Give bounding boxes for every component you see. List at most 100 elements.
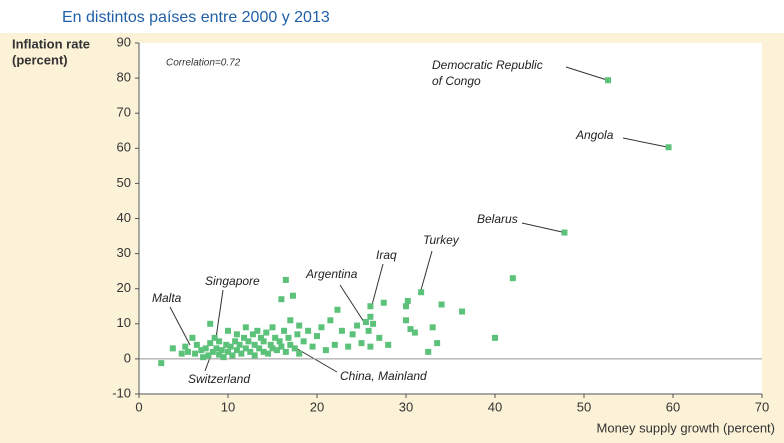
- x-tick-label: 50: [577, 399, 591, 414]
- leader-line: [622, 137, 668, 148]
- point: [367, 313, 374, 320]
- y-tick-label: 70: [117, 105, 131, 120]
- point: [367, 303, 374, 310]
- point: [322, 347, 329, 354]
- point: [189, 334, 196, 341]
- point: [338, 327, 345, 334]
- annotation: Belarus: [477, 212, 518, 226]
- point: [331, 341, 338, 348]
- point: [220, 354, 227, 361]
- leader-line: [215, 289, 224, 339]
- point: [251, 352, 258, 359]
- y-axis-label: (percent): [12, 52, 68, 67]
- leader-line: [169, 306, 191, 346]
- leader-line: [339, 284, 365, 323]
- point: [418, 289, 425, 296]
- point: [296, 322, 303, 329]
- point: [380, 299, 387, 306]
- point: [492, 334, 498, 341]
- point: [345, 343, 352, 350]
- point: [192, 350, 199, 357]
- point: [207, 320, 214, 327]
- point: [241, 334, 248, 341]
- annotation: Singapore: [205, 274, 260, 288]
- point: [287, 341, 294, 348]
- point: [269, 345, 276, 352]
- y-tick-label: -10: [112, 385, 131, 400]
- point: [278, 296, 285, 303]
- point: [202, 345, 209, 352]
- point: [411, 329, 418, 336]
- point: [358, 340, 365, 347]
- point: [232, 338, 239, 345]
- x-axis-label: Money supply growth (percent): [597, 420, 775, 435]
- point: [256, 345, 263, 352]
- point: [429, 324, 436, 331]
- point: [249, 331, 256, 338]
- x-tick-label: 0: [135, 399, 142, 414]
- point: [282, 276, 289, 283]
- point: [385, 341, 392, 348]
- annotation: Turkey: [423, 233, 460, 247]
- point: [223, 341, 230, 348]
- point: [254, 327, 261, 334]
- x-tick-label: 60: [666, 399, 680, 414]
- point: [285, 334, 292, 341]
- point: [211, 334, 218, 341]
- point: [260, 338, 267, 345]
- point: [238, 350, 245, 357]
- annotations: Democratic Republic of Congo Angola Bela…: [152, 58, 668, 386]
- annotation: Democratic Republic: [432, 58, 543, 72]
- x-tick-label: 40: [488, 399, 502, 414]
- point: [376, 334, 383, 341]
- leader-line: [371, 263, 384, 306]
- point: [257, 334, 264, 341]
- annotation: Angola: [575, 128, 614, 142]
- point: [407, 326, 414, 333]
- x-tick-label: 30: [399, 399, 413, 414]
- point: [291, 345, 298, 352]
- point: [242, 345, 249, 352]
- point: [349, 331, 356, 338]
- point: [272, 334, 279, 341]
- annotation: Argentina: [305, 267, 358, 281]
- point: [263, 329, 270, 336]
- point: [282, 348, 289, 355]
- point: [509, 275, 516, 282]
- annotation: Iraq: [376, 248, 397, 262]
- point: [438, 301, 445, 308]
- point: [247, 348, 254, 355]
- point: [245, 338, 252, 345]
- point: [184, 348, 191, 355]
- point: [218, 347, 225, 354]
- point: [365, 327, 372, 334]
- point: [229, 352, 236, 359]
- point: [213, 345, 220, 352]
- x-tick-label: 20: [310, 399, 324, 414]
- chart-title: En distintos países entre 2000 y 2013: [62, 9, 330, 26]
- y-axis-label: Inflation rate: [12, 36, 90, 51]
- point: [251, 341, 258, 348]
- y-tick-label: 20: [117, 280, 131, 295]
- point: [362, 319, 369, 326]
- point: [296, 350, 303, 357]
- point: [233, 347, 240, 354]
- point: [665, 144, 672, 151]
- point: [225, 327, 231, 334]
- point: [354, 322, 361, 329]
- correlation-note: Correlation=0.72: [166, 58, 241, 69]
- leader-line: [420, 250, 433, 291]
- point: [269, 324, 276, 331]
- point: [193, 341, 200, 348]
- point: [318, 324, 325, 331]
- point: [276, 338, 283, 345]
- point: [305, 327, 312, 334]
- annotation: Malta: [152, 291, 182, 305]
- point: [227, 343, 234, 350]
- point: [233, 331, 240, 338]
- y-tick-label: 50: [117, 175, 131, 190]
- point: [158, 360, 165, 367]
- point: [273, 347, 280, 354]
- point: [182, 343, 189, 350]
